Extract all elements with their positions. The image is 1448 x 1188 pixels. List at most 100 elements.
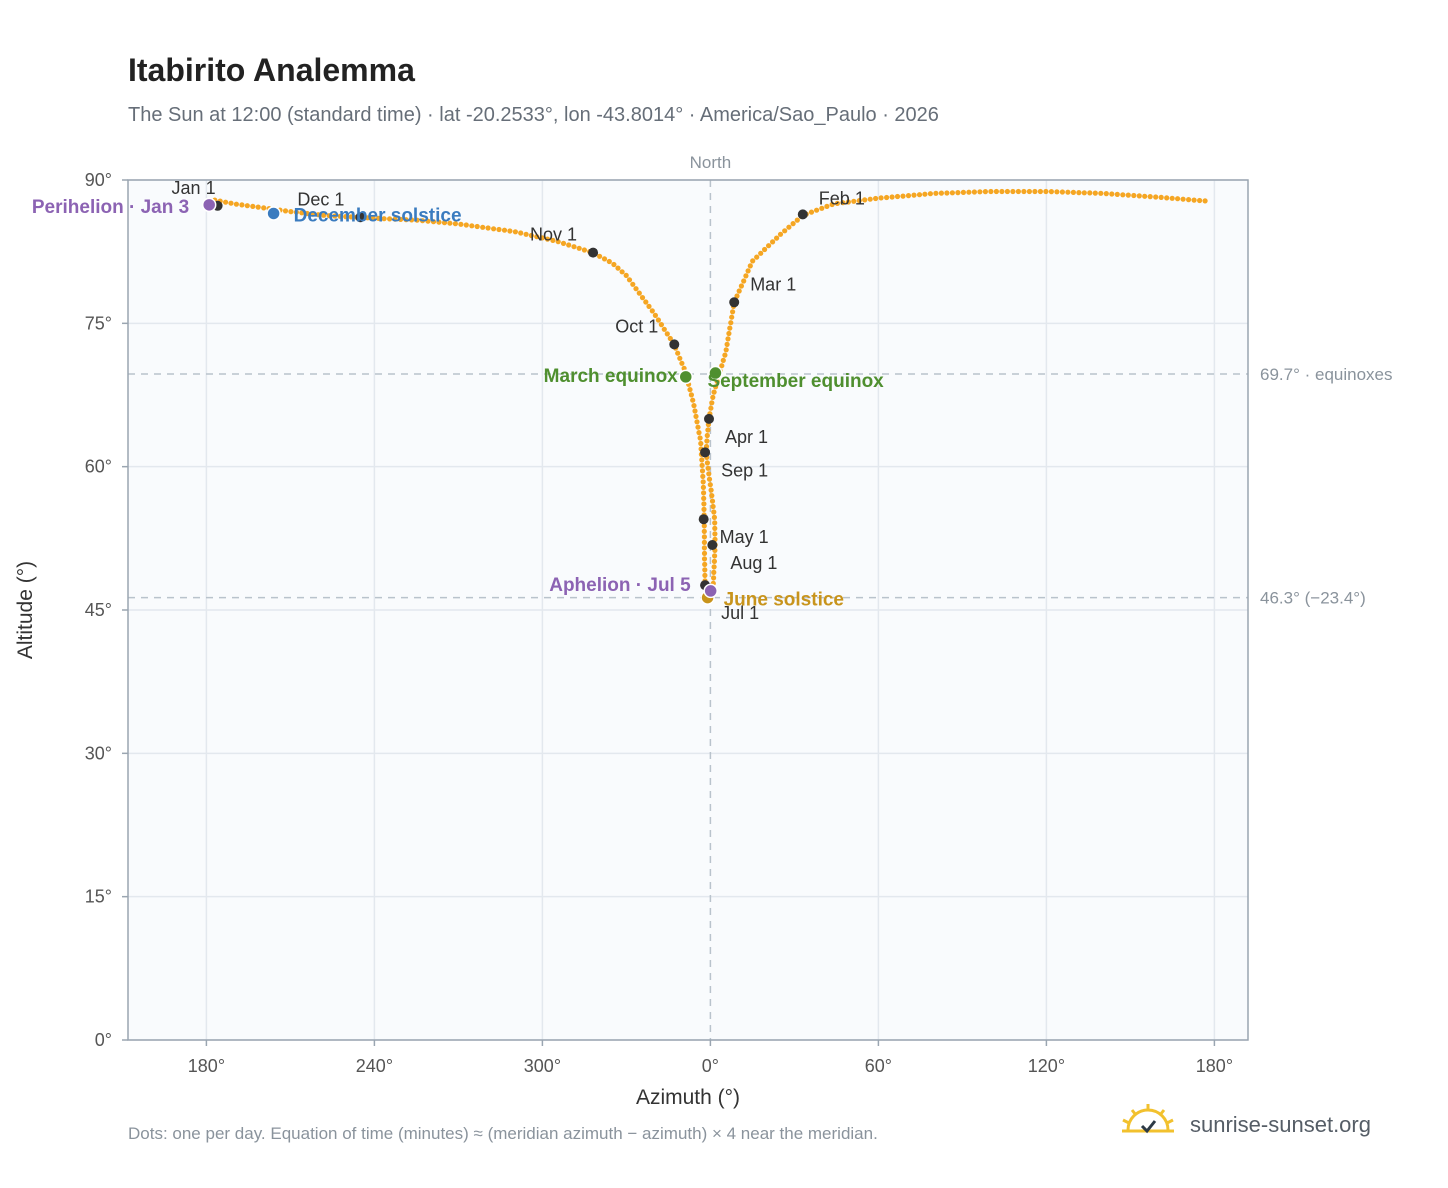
daily-dot — [711, 514, 718, 521]
daily-dot — [1021, 188, 1027, 195]
daily-dot — [550, 237, 556, 243]
daily-dot — [1175, 196, 1181, 202]
daily-dot — [1065, 189, 1071, 195]
daily-dot — [661, 326, 667, 332]
daily-dot — [922, 191, 928, 197]
daily-dot — [299, 210, 305, 216]
daily-dot — [777, 231, 784, 237]
daily-dot — [1087, 190, 1093, 196]
daily-dot — [694, 419, 700, 425]
daily-dot — [1026, 188, 1032, 195]
daily-dot — [615, 265, 621, 271]
daily-dot — [713, 384, 719, 390]
daily-dot — [873, 195, 879, 202]
daily-dot — [711, 558, 718, 565]
sun-logo-icon — [1122, 1104, 1174, 1134]
daily-dot — [321, 212, 327, 218]
daily-dot — [701, 506, 707, 512]
daily-dot — [1109, 191, 1115, 197]
daily-dot — [1147, 194, 1153, 200]
daily-dot — [712, 525, 718, 532]
daily-dot — [704, 438, 710, 444]
daily-dot — [1037, 188, 1043, 195]
daily-dot — [1120, 192, 1126, 198]
daily-dot — [1153, 194, 1159, 200]
month-marker — [700, 447, 711, 458]
reference-line-label: 46.3° (−23.4°) — [1260, 589, 1366, 608]
daily-dot — [332, 213, 338, 219]
y-tick-label: 15° — [85, 887, 112, 907]
daily-dot — [704, 460, 711, 466]
daily-dot — [414, 217, 420, 223]
y-tick-label: 60° — [85, 457, 112, 477]
daily-dot — [501, 227, 508, 233]
event-marker — [678, 369, 694, 385]
month-markers: Jan 1 Feb 1 Mar 1 Apr 1 May 1 Jul 1 Aug 1 Sep 1… — [172, 178, 865, 623]
daily-dot — [690, 397, 696, 403]
daily-dot — [571, 244, 577, 250]
daily-dot — [606, 258, 612, 265]
daily-dot — [447, 220, 453, 226]
daily-dot — [691, 403, 697, 409]
daily-dot — [261, 205, 267, 211]
daily-dot — [701, 523, 707, 529]
daily-dot — [705, 465, 711, 471]
daily-dot — [878, 195, 884, 201]
event-marker — [708, 365, 723, 381]
daily-dot — [711, 509, 717, 515]
daily-dot — [409, 217, 415, 223]
daily-dot — [719, 363, 725, 369]
daily-dot — [436, 219, 442, 225]
daily-dot — [376, 215, 382, 221]
daily-dot — [496, 226, 502, 233]
daily-dot — [712, 553, 718, 559]
daily-dot — [566, 242, 572, 248]
month-label: Aug 1 — [730, 553, 777, 573]
daily-dot — [711, 389, 717, 395]
month-marker — [797, 209, 808, 220]
daily-dot — [710, 394, 716, 400]
daily-dot — [1015, 188, 1022, 195]
daily-dot — [544, 236, 551, 242]
daily-dot — [387, 216, 393, 222]
daily-dot — [507, 228, 513, 234]
daily-dot — [1070, 189, 1076, 195]
daily-dot — [1136, 193, 1142, 199]
daily-dot — [692, 408, 698, 414]
daily-dot — [982, 189, 989, 195]
chart-subtitle: The Sun at 12:00 (standard time) · lat -… — [128, 104, 939, 126]
daily-dot — [1032, 188, 1038, 195]
daily-dot — [720, 357, 726, 363]
daily-dot — [701, 501, 707, 507]
daily-dot — [630, 281, 636, 287]
daily-dot — [867, 196, 873, 202]
daily-dot — [743, 273, 749, 279]
daily-dot — [741, 278, 747, 284]
daily-dot — [233, 201, 239, 207]
daily-dot — [829, 201, 835, 208]
brand-name: sunrise-sunset.org — [1190, 1112, 1371, 1137]
daily-dot — [687, 387, 693, 393]
daily-dot — [677, 355, 683, 361]
daily-dot — [1186, 197, 1192, 203]
daily-dot — [304, 210, 310, 217]
daily-dot — [626, 277, 633, 283]
month-marker — [729, 297, 740, 308]
daily-dot — [786, 224, 792, 230]
daily-dot — [474, 223, 480, 230]
x-tick-label: 60° — [865, 1056, 892, 1076]
brand[interactable]: sunrise-sunset.org — [1120, 1102, 1400, 1152]
y-tick-label: 0° — [95, 1030, 112, 1050]
daily-dot — [370, 215, 376, 221]
daily-dot — [704, 432, 710, 439]
daily-dot — [701, 528, 707, 535]
daily-dot — [1197, 197, 1203, 204]
month-marker — [355, 212, 366, 223]
daily-dot — [646, 303, 652, 309]
daily-dot — [1010, 188, 1016, 195]
daily-dot — [695, 424, 701, 430]
month-label: Jan 1 — [172, 178, 216, 198]
daily-dot — [1180, 196, 1186, 202]
daily-dot — [911, 192, 917, 198]
x-axis-label: Azimuth (°) — [636, 1086, 740, 1109]
